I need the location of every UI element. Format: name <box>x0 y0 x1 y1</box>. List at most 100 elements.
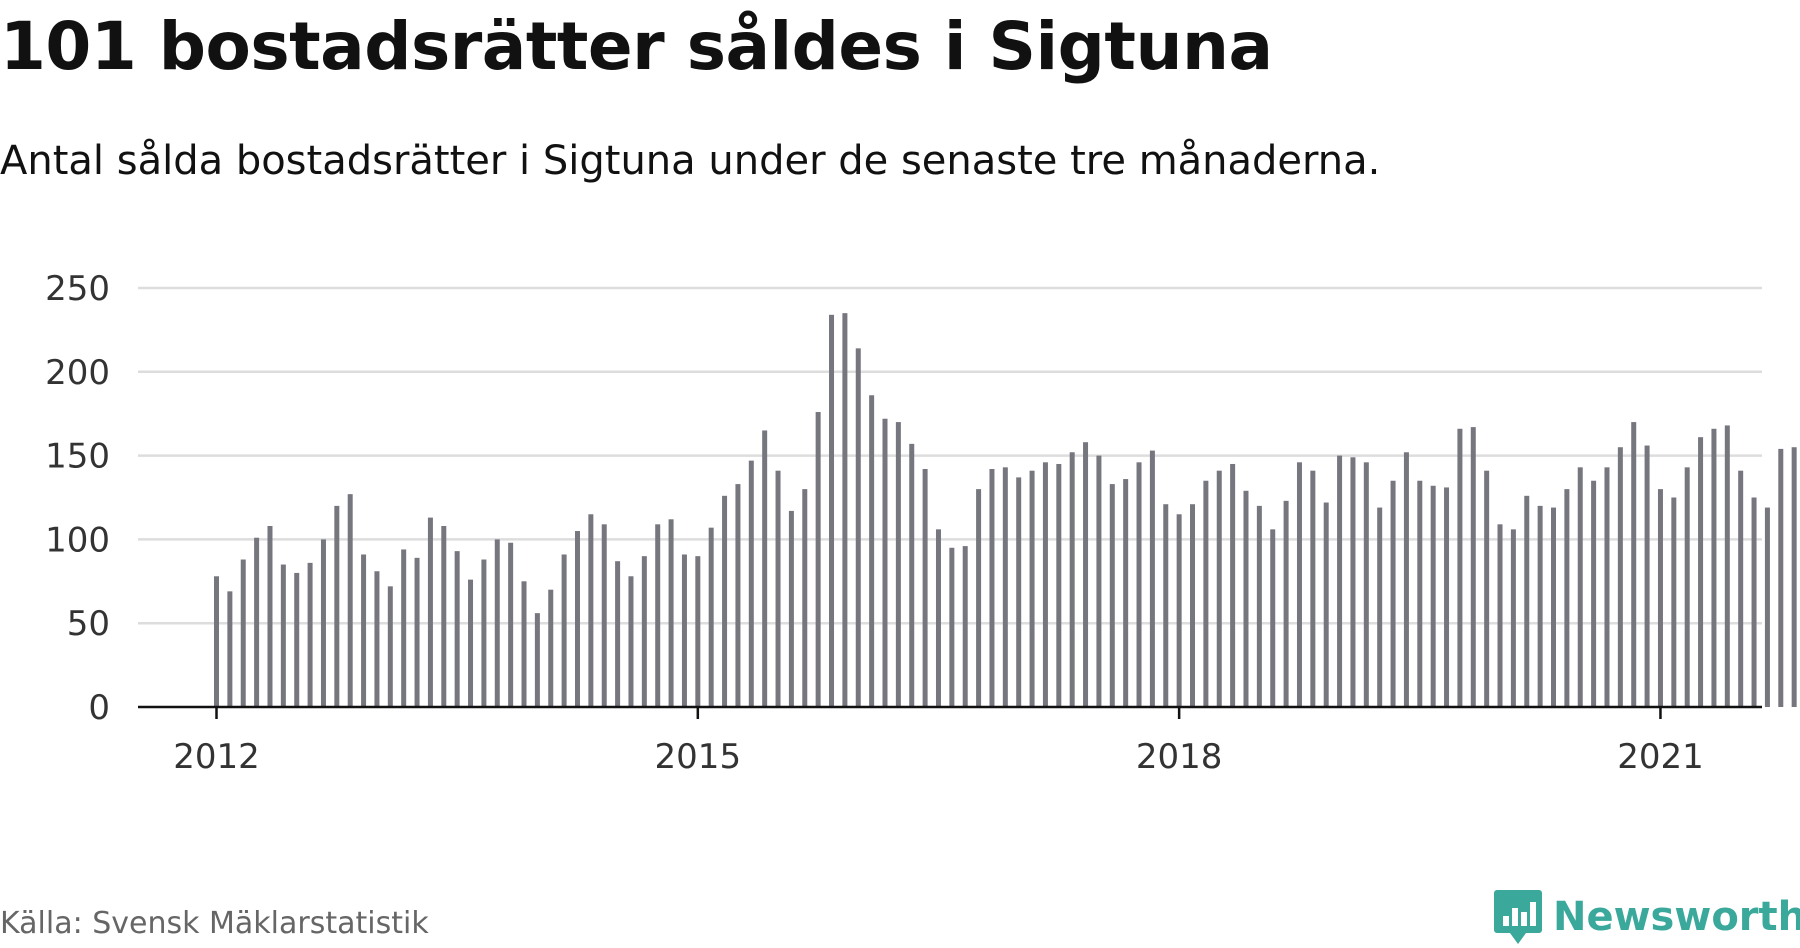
bar <box>1110 484 1115 707</box>
bar <box>1471 427 1476 707</box>
bar <box>1551 508 1556 707</box>
bar <box>989 469 994 707</box>
bar <box>1645 446 1650 707</box>
bar <box>842 313 847 707</box>
bar <box>1484 471 1489 707</box>
bar <box>883 419 888 707</box>
brand-name: Newsworthy <box>1553 894 1800 940</box>
bar <box>267 526 272 707</box>
bar <box>1457 429 1462 707</box>
bar <box>441 526 446 707</box>
bar <box>1671 498 1676 708</box>
bar <box>1030 471 1035 707</box>
bar <box>1203 481 1208 707</box>
bar <box>321 539 326 707</box>
bar <box>334 506 339 707</box>
bar <box>1578 467 1583 707</box>
bar <box>1725 425 1730 707</box>
bar <box>1524 496 1529 707</box>
bar <box>1270 529 1275 707</box>
bar <box>374 571 379 707</box>
bar <box>829 315 834 707</box>
bar <box>294 573 299 707</box>
brand-logo[interactable]: Newsworthy <box>1493 888 1800 946</box>
bar <box>1043 462 1048 707</box>
bar <box>548 590 553 707</box>
bar <box>1591 481 1596 707</box>
bar <box>1711 429 1716 707</box>
bar <box>1217 471 1222 707</box>
bar <box>709 528 714 707</box>
bar <box>415 558 420 707</box>
x-axis-ticks: 20122015201820212023 <box>173 707 1800 777</box>
bar <box>1364 462 1369 707</box>
bar <box>1377 508 1382 707</box>
bar <box>896 422 901 707</box>
bar <box>669 519 674 707</box>
bar <box>1177 514 1182 707</box>
bar <box>1310 471 1315 707</box>
bar <box>241 560 246 707</box>
bar <box>1618 447 1623 707</box>
bar <box>789 511 794 707</box>
bar <box>214 576 219 707</box>
bar <box>401 549 406 707</box>
bar <box>655 524 660 707</box>
bar <box>682 554 687 707</box>
bar <box>1163 504 1168 707</box>
y-tick-label: 50 <box>67 604 110 644</box>
y-tick-label: 150 <box>45 437 110 477</box>
bar <box>735 484 740 707</box>
bar <box>254 538 259 707</box>
bar <box>388 586 393 707</box>
bar <box>1417 481 1422 707</box>
bar <box>802 489 807 707</box>
bar <box>1685 467 1690 707</box>
bar <box>308 563 313 707</box>
bar <box>949 548 954 707</box>
bar <box>562 554 567 707</box>
bar <box>642 556 647 707</box>
bar <box>1083 442 1088 707</box>
bar <box>776 471 781 707</box>
y-tick-label: 250 <box>45 269 110 309</box>
bar <box>1564 489 1569 707</box>
bar <box>468 580 473 707</box>
bar <box>923 469 928 707</box>
bar <box>1404 452 1409 707</box>
bar <box>348 494 353 707</box>
bar <box>963 546 968 707</box>
newsworthy-logo-icon <box>1493 888 1543 946</box>
source-note: Källa: Svensk Mäklarstatistik <box>0 906 429 941</box>
bar <box>976 489 981 707</box>
bar <box>1738 471 1743 707</box>
x-tick-label: 2015 <box>655 737 742 777</box>
bar <box>615 561 620 707</box>
bar <box>588 514 593 707</box>
bar <box>361 554 366 707</box>
bar <box>1016 477 1021 707</box>
x-tick-label: 2018 <box>1136 737 1223 777</box>
x-tick-label: 2012 <box>173 737 260 777</box>
bar <box>1257 506 1262 707</box>
bar <box>936 529 941 707</box>
y-axis-tick-labels: 0 50 100 150 200 250 <box>45 269 110 728</box>
bar <box>1003 467 1008 707</box>
bar <box>1150 451 1155 707</box>
bar <box>749 461 754 707</box>
bar <box>428 518 433 707</box>
bar <box>1350 457 1355 707</box>
bar <box>602 524 607 707</box>
bar <box>1631 422 1636 707</box>
bar-chart: 050100150200250 20122015201820212023 101 <box>0 0 1800 948</box>
bar <box>1431 486 1436 707</box>
bar <box>1444 487 1449 707</box>
bar <box>1137 462 1142 707</box>
y-tick-label: 0 <box>88 688 110 728</box>
bar <box>628 576 633 707</box>
x-tick-label: 2021 <box>1617 737 1704 777</box>
bar <box>508 543 513 707</box>
bar <box>1498 524 1503 707</box>
bar <box>1792 447 1797 707</box>
bar <box>535 613 540 707</box>
